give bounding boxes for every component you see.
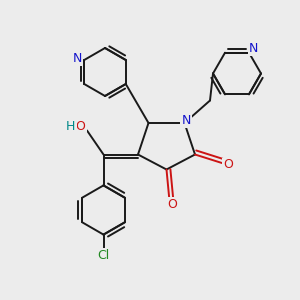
Text: N: N bbox=[181, 113, 191, 127]
Text: N: N bbox=[73, 52, 82, 65]
Text: H: H bbox=[66, 120, 76, 134]
Text: Cl: Cl bbox=[98, 249, 110, 262]
Text: O: O bbox=[76, 120, 85, 134]
Text: O: O bbox=[223, 158, 233, 172]
Text: N: N bbox=[249, 42, 258, 55]
Text: O: O bbox=[168, 197, 177, 211]
